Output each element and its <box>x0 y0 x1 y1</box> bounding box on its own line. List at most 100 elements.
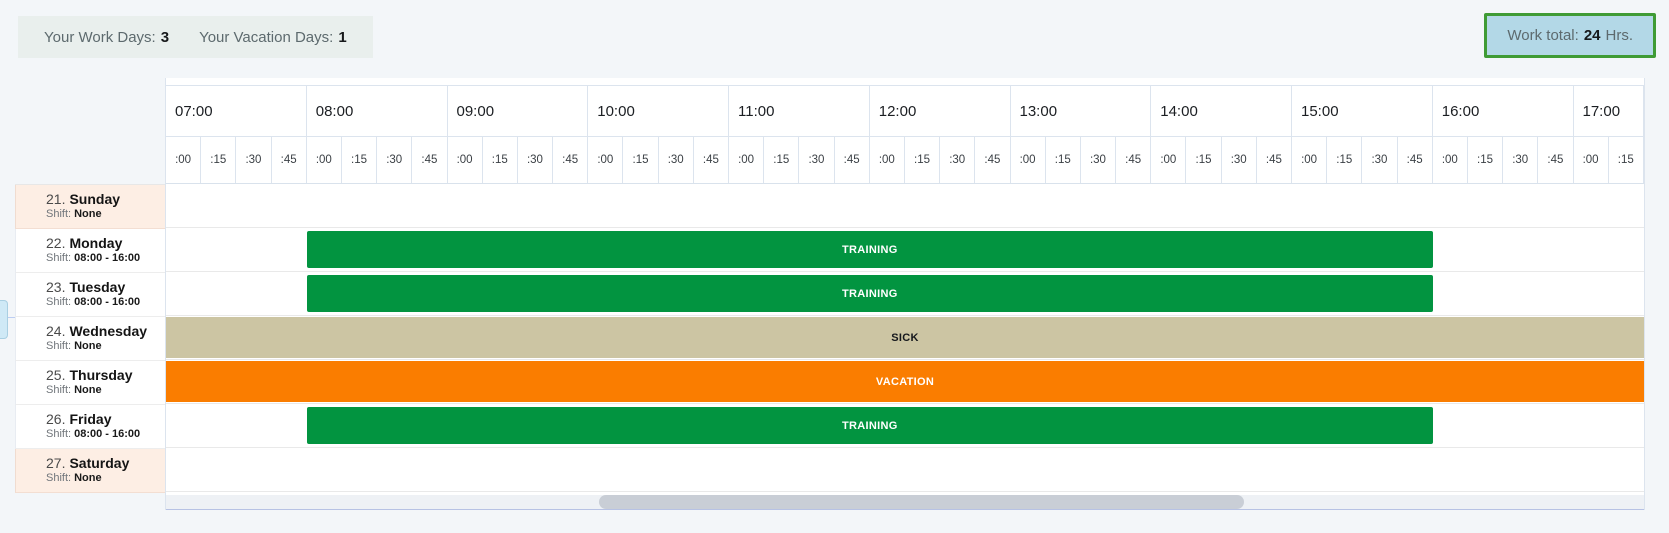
day-shift: Shift: 08:00 - 16:00 <box>46 428 161 440</box>
quarter-header-cell: :45 <box>412 137 448 183</box>
day-shift: Shift: None <box>46 208 161 220</box>
quarter-header-cell: :00 <box>1433 137 1468 183</box>
day-number: 23. <box>46 279 66 295</box>
shift-value: None <box>74 340 102 352</box>
day-shift: Shift: 08:00 - 16:00 <box>46 252 161 264</box>
work-total-unit: Hrs. <box>1605 27 1634 44</box>
hour-header-cell: 11:00 <box>729 86 870 136</box>
schedule-row-monday[interactable]: TRAINING <box>166 228 1644 272</box>
shift-label: Shift: <box>46 296 72 308</box>
day-label-wednesday: 24. Wednesday Shift: None <box>15 317 165 361</box>
hour-header-cell: 13:00 <box>1011 86 1152 136</box>
hour-header-cell: 10:00 <box>588 86 729 136</box>
quarter-header-row: :00:15:30:45:00:15:30:45:00:15:30:45:00:… <box>166 137 1644 184</box>
work-days-value: 3 <box>160 28 170 46</box>
shift-label: Shift: <box>46 340 72 352</box>
shift-bar-sick[interactable]: SICK <box>166 317 1644 358</box>
day-label-sunday: 21. Sunday Shift: None <box>15 185 165 229</box>
quarter-header-cell: :00 <box>1011 137 1046 183</box>
hour-header-cell: 07:00 <box>166 86 307 136</box>
day-title: 25. Thursday <box>46 367 161 383</box>
day-title: 26. Friday <box>46 411 161 427</box>
quarter-header-cell: :15 <box>623 137 659 183</box>
quarter-header-cell: :30 <box>236 137 272 183</box>
shift-value: 08:00 - 16:00 <box>74 296 141 308</box>
shift-value: 08:00 - 16:00 <box>74 428 141 440</box>
schedule-row-thursday[interactable]: VACATION <box>166 360 1644 404</box>
vacation-days-stat: Your Vacation Days: 1 <box>199 29 347 46</box>
quarter-header-cell: :15 <box>1327 137 1363 183</box>
quarter-header-cell: :15 <box>483 137 518 183</box>
hour-header-cell: 17:00 <box>1574 86 1644 136</box>
day-name: Friday <box>69 411 112 427</box>
hour-header-cell: 12:00 <box>870 86 1011 136</box>
quarter-header-cell: :30 <box>1222 137 1257 183</box>
shift-label: Shift: <box>46 428 72 440</box>
hour-header-cell: 15:00 <box>1292 86 1433 136</box>
day-title: 22. Monday <box>46 235 161 251</box>
quarter-header-cell: :45 <box>1538 137 1574 183</box>
quarter-header-cell: :30 <box>1081 137 1117 183</box>
hour-header-cell: 08:00 <box>307 86 448 136</box>
day-shift: Shift: None <box>46 384 161 396</box>
shift-label: Shift: <box>46 208 72 220</box>
quarter-header-cell: :45 <box>1116 137 1152 183</box>
horizontal-scrollbar-track[interactable] <box>166 495 1644 509</box>
hour-header-cell: 14:00 <box>1151 86 1292 136</box>
work-total-chip: Work total: 24 Hrs. <box>1484 13 1656 58</box>
shift-bar-training[interactable]: TRAINING <box>306 231 1433 268</box>
day-number: 24. <box>46 323 66 339</box>
quarter-header-cell: :00 <box>166 137 202 183</box>
grid-bottom-border <box>166 509 1644 510</box>
day-title: 21. Sunday <box>46 191 161 207</box>
shift-label: Shift: <box>46 472 72 484</box>
quarter-header-cell: :45 <box>272 137 307 183</box>
schedule-row-sunday[interactable] <box>166 184 1644 228</box>
day-label-column: 21. Sunday Shift: None 22. Monday Shift: 08:00 … <box>15 184 165 493</box>
quarter-header-cell: :15 <box>905 137 941 183</box>
shift-bar-training[interactable]: TRAINING <box>306 407 1433 444</box>
timeline-grid: 07:00 08:00 09:00 10:00 11:00 12:00 13:00 14:00… <box>165 78 1645 510</box>
schedule-row-wednesday[interactable]: SICK <box>166 316 1644 360</box>
horizontal-scrollbar-thumb[interactable] <box>599 495 1244 509</box>
shift-bar-vacation[interactable]: VACATION <box>166 361 1644 402</box>
day-number: 27. <box>46 455 66 471</box>
work-total-label: Work total: <box>1507 27 1579 44</box>
quarter-header-cell: :00 <box>1574 137 1609 183</box>
work-total-value: 24 <box>1583 27 1601 44</box>
quarter-header-cell: :45 <box>694 137 729 183</box>
quarter-header-cell: :15 <box>342 137 378 183</box>
quarter-header-cell: :00 <box>1292 137 1328 183</box>
quarter-header-cell: :45 <box>553 137 589 183</box>
left-edge-divider <box>0 317 16 318</box>
day-title: 27. Saturday <box>46 455 161 471</box>
shift-label: Shift: <box>46 384 72 396</box>
shift-value: None <box>74 472 102 484</box>
schedule-row-tuesday[interactable]: TRAINING <box>166 272 1644 316</box>
quarter-header-cell: :00 <box>729 137 765 183</box>
day-name: Monday <box>69 235 123 251</box>
quarter-header-cell: :15 <box>1186 137 1222 183</box>
day-label-friday: 26. Friday Shift: 08:00 - 16:00 <box>15 405 165 449</box>
quarter-header-cell: :30 <box>1362 137 1398 183</box>
summary-chip: Your Work Days: 3 Your Vacation Days: 1 <box>18 16 373 58</box>
day-title: 24. Wednesday <box>46 323 161 339</box>
left-edge-drag-tab[interactable] <box>0 300 8 339</box>
vacation-days-label: Your Vacation Days: <box>199 28 334 46</box>
day-shift: Shift: None <box>46 340 161 352</box>
quarter-header-cell: :30 <box>659 137 694 183</box>
schedule-row-friday[interactable]: TRAINING <box>166 404 1644 448</box>
shift-bar-training[interactable]: TRAINING <box>306 275 1433 312</box>
day-number: 22. <box>46 235 66 251</box>
day-title: 23. Tuesday <box>46 279 161 295</box>
quarter-header-cell: :15 <box>201 137 237 183</box>
day-number: 25. <box>46 367 66 383</box>
quarter-header-cell: :00 <box>1151 137 1187 183</box>
quarter-header-cell: :30 <box>940 137 976 183</box>
schedule-row-saturday[interactable] <box>166 448 1644 492</box>
quarter-header-cell: :15 <box>1609 137 1644 183</box>
shift-value: 08:00 - 16:00 <box>74 252 141 264</box>
day-name: Sunday <box>69 191 121 207</box>
hour-header-cell: 16:00 <box>1433 86 1574 136</box>
